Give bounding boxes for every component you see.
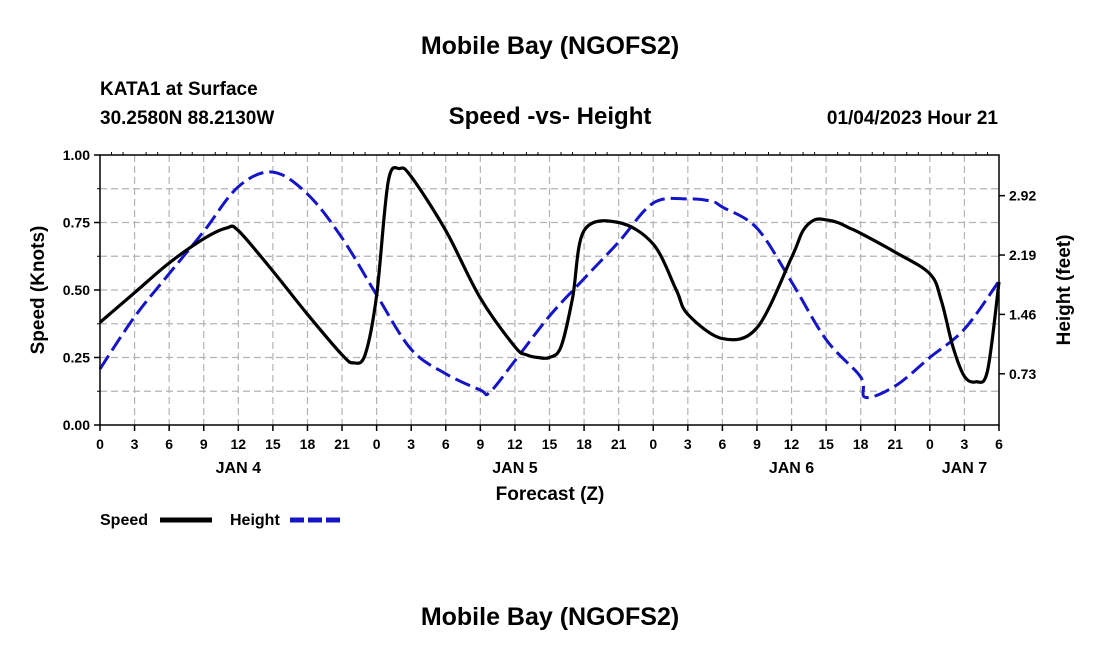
date-label: JAN 7 — [942, 460, 987, 477]
y2-tick-label: 0.73 — [1009, 366, 1036, 382]
x-tick-label: 6 — [718, 436, 726, 452]
axis-ticks — [94, 152, 1005, 431]
x-tick-label: 3 — [684, 436, 692, 452]
y-tick-label: 0.25 — [63, 350, 90, 366]
height-series-line — [98, 170, 1001, 400]
x-tick-label: 6 — [442, 436, 450, 452]
x-tick-label: 12 — [784, 436, 800, 452]
date-label: JAN 4 — [216, 460, 261, 477]
x-tick-label: 9 — [200, 436, 208, 452]
y-axis-label: Speed (Knots) — [28, 226, 49, 355]
y2-tick-label: 2.19 — [1009, 247, 1036, 263]
y-tick-label: 0.75 — [63, 215, 90, 231]
grid-lines — [100, 155, 999, 425]
legend-speed-label: Speed — [100, 512, 148, 529]
x-tick-label: 18 — [300, 436, 316, 452]
x-tick-label: 12 — [507, 436, 523, 452]
x-tick-label: 3 — [407, 436, 415, 452]
speed-series-line — [98, 165, 1001, 384]
x-tick-label: 18 — [576, 436, 592, 452]
x-tick-label: 21 — [611, 436, 627, 452]
y2-tick-label: 1.46 — [1009, 306, 1036, 322]
date-label: JAN 5 — [492, 460, 537, 477]
x-tick-label: 15 — [818, 436, 834, 452]
legend: Speed Height — [100, 512, 342, 529]
y2-axis-label: Height (feet) — [1054, 235, 1075, 346]
chart-title: Mobile Bay (NGOFS2) — [421, 32, 679, 60]
forecast-datetime: 01/04/2023 Hour 21 — [827, 108, 999, 129]
station-name: KATA1 at Surface — [100, 79, 258, 100]
x-tick-label: 21 — [887, 436, 903, 452]
x-tick-label: 6 — [165, 436, 173, 452]
x-tick-label: 6 — [995, 436, 1003, 452]
date-label: JAN 6 — [769, 460, 814, 477]
y-tick-label: 1.00 — [63, 147, 90, 163]
y-tick-label: 0.00 — [63, 417, 90, 433]
x-tick-label: 0 — [926, 436, 934, 452]
chart-subtitle: Speed -vs- Height — [449, 103, 652, 130]
x-tick-label: 15 — [542, 436, 558, 452]
x-tick-label: 3 — [131, 436, 139, 452]
x-axis-label: Forecast (Z) — [496, 484, 605, 505]
x-tick-label: 9 — [753, 436, 761, 452]
legend-height-label: Height — [230, 512, 280, 529]
x-tick-label: 21 — [334, 436, 350, 452]
x-tick-label: 0 — [649, 436, 657, 452]
data-series — [98, 165, 1001, 400]
plot-frame — [99, 154, 1000, 426]
station-coordinates: 30.2580N 88.2130W — [100, 108, 274, 129]
x-tick-label: 15 — [265, 436, 281, 452]
x-tick-label: 3 — [961, 436, 969, 452]
x-tick-label: 18 — [853, 436, 869, 452]
x-tick-label: 9 — [476, 436, 484, 452]
y-tick-label: 0.50 — [63, 282, 90, 298]
bottom-title: Mobile Bay (NGOFS2) — [421, 603, 679, 631]
y2-tick-label: 2.92 — [1009, 188, 1036, 204]
tick-labels: 0 3 6 9 12 15 18 21 0 3 6 9 12 15 18 21 0 3 6 9 12 15 18 21 0 3 6 0… — [63, 147, 1037, 477]
x-tick-label: 0 — [96, 436, 104, 452]
x-tick-label: 12 — [231, 436, 247, 452]
x-tick-label: 0 — [373, 436, 381, 452]
